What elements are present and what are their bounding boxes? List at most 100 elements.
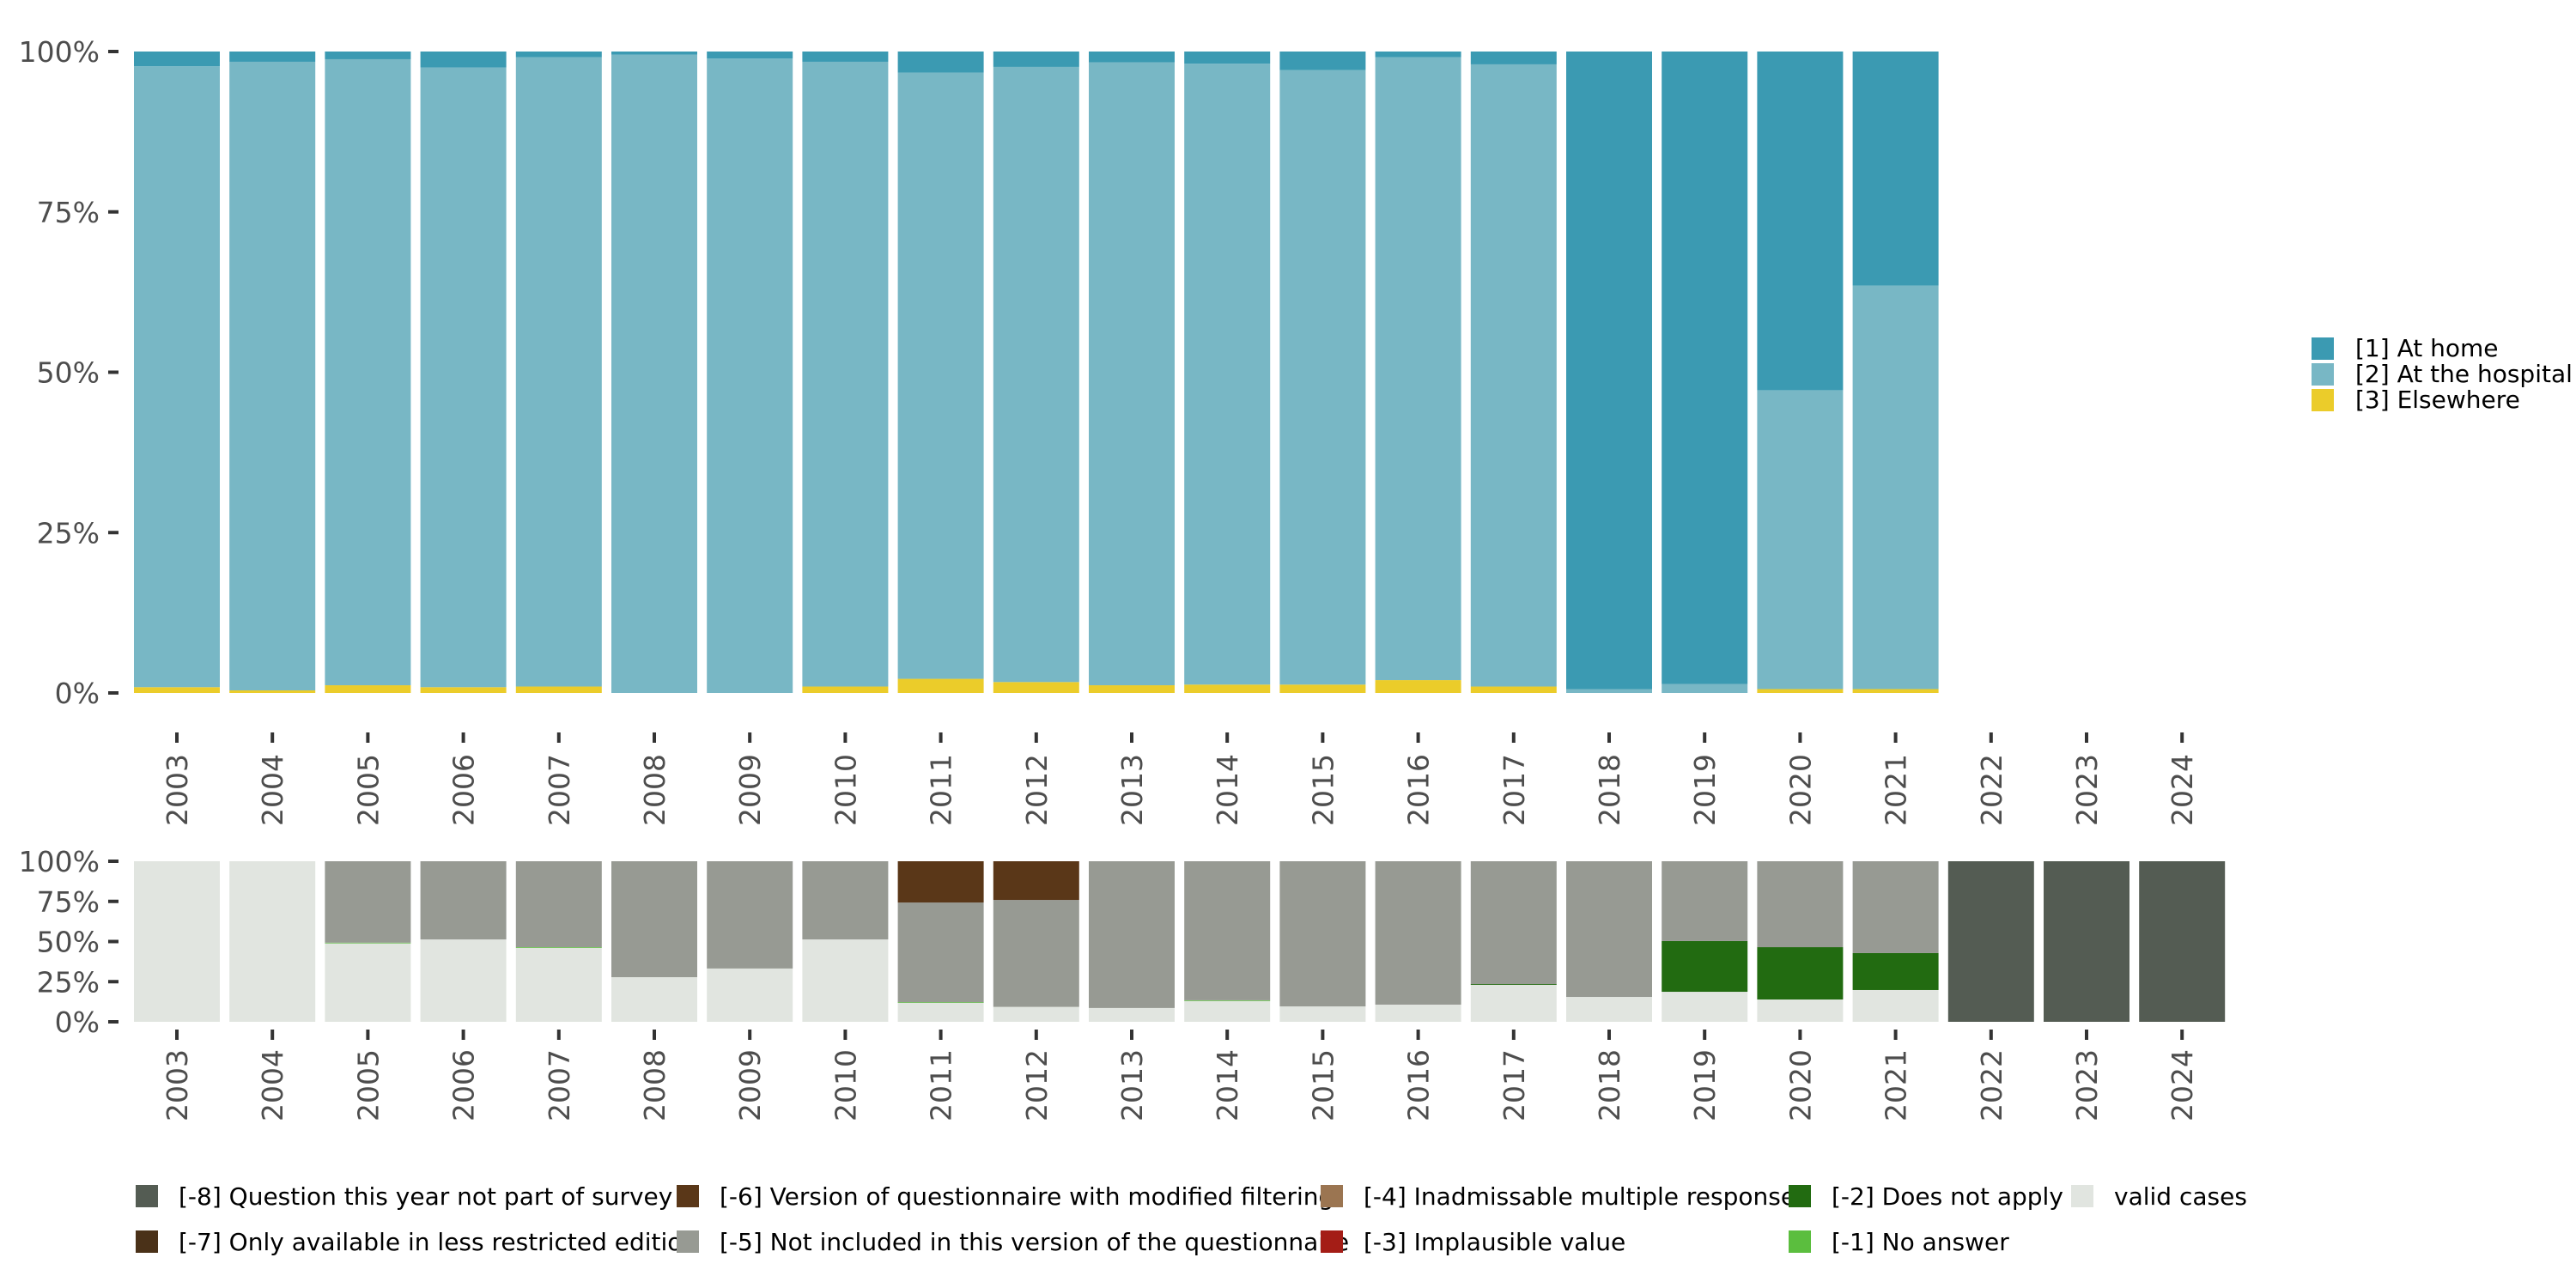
- x-tick-label: 2008: [638, 754, 671, 826]
- legend-swatch: [2071, 1185, 2093, 1207]
- x-tick-label: 2024: [2166, 1049, 2199, 1121]
- x-tick-label: 2005: [351, 754, 385, 826]
- x-tick-label: 2004: [256, 754, 289, 826]
- x-tick-label: 2024: [2166, 754, 2199, 826]
- bar-segment-2009: [707, 52, 793, 59]
- bar-segment-2015: [1279, 52, 1366, 70]
- x-tick-label: 2019: [1688, 754, 1722, 826]
- bar-segment-2003: [134, 52, 220, 67]
- x-tick-label: 2015: [1306, 754, 1340, 826]
- bar-segment-2003: [134, 687, 220, 693]
- legend-label: [-3] Implausible value: [1364, 1228, 1625, 1256]
- bar-segment-2021: [1852, 861, 1939, 953]
- x-tick-label: 2005: [351, 1049, 385, 1121]
- y-tick-label: 100%: [19, 845, 100, 878]
- y-tick-label: 25%: [37, 516, 100, 550]
- bar-segment-2006: [420, 687, 507, 693]
- bar-segment-2009: [707, 861, 793, 969]
- bar-segment-2005: [325, 943, 411, 1022]
- bar-segment-2013: [1089, 861, 1175, 1008]
- x-tick-label: 2009: [733, 1049, 767, 1121]
- x-tick-label: 2006: [447, 1049, 481, 1121]
- bar-segment-2021: [1852, 689, 1939, 693]
- bar-segment-2012: [993, 861, 1079, 901]
- legend-swatch: [1789, 1230, 1811, 1253]
- legend-label: [-4] Inadmissable multiple response: [1364, 1182, 1795, 1211]
- bar-segment-2010: [802, 686, 889, 693]
- x-tick-label: 2018: [1593, 1049, 1626, 1121]
- y-tick-label: 0%: [55, 1005, 100, 1039]
- bar-segment-2012: [993, 66, 1079, 683]
- bar-segment-2021: [1852, 989, 1939, 1022]
- y-tick-label: 75%: [37, 885, 100, 919]
- bar-segment-2020: [1757, 861, 1844, 948]
- legend-label: [-7] Only available in less restricted e…: [179, 1228, 697, 1256]
- bar-segment-2023: [2044, 861, 2129, 1022]
- bar-segment-2011: [897, 861, 984, 903]
- legend-label: [2] At the hospital: [2355, 360, 2573, 388]
- bar-segment-2011: [897, 902, 984, 1003]
- x-tick-label: 2012: [1020, 1049, 1054, 1121]
- bar-segment-2016: [1375, 57, 1461, 681]
- bar-segment-2014: [1184, 52, 1271, 64]
- y-tick-label: 50%: [37, 926, 100, 959]
- bar-segment-2020: [1757, 689, 1844, 693]
- bar-segment-2003: [134, 66, 220, 688]
- legend-swatch: [136, 1185, 158, 1207]
- x-tick-label: 2022: [1975, 754, 2008, 826]
- x-tick-label: 2020: [1783, 1049, 1817, 1121]
- legend-label: [-8] Question this year not part of surv…: [179, 1182, 672, 1211]
- x-tick-label: 2006: [447, 754, 481, 826]
- bar-segment-2007: [515, 686, 602, 693]
- bar-segment-2010: [802, 52, 889, 62]
- bar-segment-2019: [1662, 683, 1748, 693]
- top-chart-legend: [1] At home[2] At the hospital[3] Elsewh…: [2312, 334, 2573, 414]
- x-tick-label: 2021: [1880, 1049, 1913, 1121]
- y-tick-label: 100%: [19, 35, 100, 69]
- bar-segment-2009: [707, 58, 793, 694]
- bar-segment-2006: [420, 861, 507, 940]
- bar-segment-2007: [515, 947, 602, 948]
- x-tick-label: 2011: [925, 1049, 958, 1121]
- bar-segment-2006: [420, 67, 507, 688]
- legend-swatch: [1789, 1185, 1811, 1207]
- x-tick-label: 2021: [1880, 754, 1913, 826]
- x-tick-label: 2016: [1402, 754, 1436, 826]
- bar-segment-2005: [325, 685, 411, 693]
- bar-segment-2007: [515, 947, 602, 1022]
- y-tick-label: 25%: [37, 965, 100, 999]
- x-tick-label: 2008: [638, 1049, 671, 1121]
- bar-segment-2010: [802, 861, 889, 940]
- x-tick-label: 2010: [829, 1049, 862, 1121]
- bar-segment-2016: [1375, 861, 1461, 1005]
- legend-label: [-2] Does not apply: [1832, 1182, 2063, 1211]
- legend-swatch: [677, 1230, 699, 1253]
- bar-segment-2020: [1757, 947, 1844, 1000]
- x-tick-label: 2010: [829, 754, 862, 826]
- bar-segment-2007: [515, 52, 602, 58]
- x-tick-label: 2007: [543, 1049, 576, 1121]
- x-tick-label: 2003: [161, 754, 194, 826]
- bar-segment-2012: [993, 900, 1079, 1007]
- bar-segment-2011: [897, 1002, 984, 1022]
- bar-segment-2016: [1375, 680, 1461, 693]
- bar-segment-2012: [993, 682, 1079, 693]
- bar-segment-2014: [1184, 1000, 1271, 1022]
- bar-segment-2011: [897, 678, 984, 693]
- bar-segment-2019: [1662, 52, 1748, 684]
- x-tick-label: 2003: [161, 1049, 194, 1121]
- bar-segment-2010: [802, 939, 889, 1022]
- bar-segment-2018: [1566, 861, 1652, 998]
- bar-segment-2016: [1375, 1004, 1461, 1022]
- bar-segment-2012: [993, 52, 1079, 67]
- x-tick-label: 2017: [1498, 754, 1531, 826]
- bottom-chart-legend: [-8] Question this year not part of surv…: [136, 1182, 2247, 1256]
- bar-segment-2005: [325, 58, 411, 686]
- bar-segment-2006: [420, 939, 507, 1022]
- y-tick-label: 50%: [37, 356, 100, 390]
- top-chart-panel: 0% 25% 50% 75% 100% 2003 2004 2005 2006 2007 2008 2…: [19, 35, 2200, 826]
- bar-segment-2010: [802, 61, 889, 687]
- bar-segment-2018: [1566, 689, 1652, 693]
- bottom-chart-panel: 0% 25% 50% 75% 100% 2003 2004 2005 2006 2007 2008 2…: [19, 845, 2226, 1121]
